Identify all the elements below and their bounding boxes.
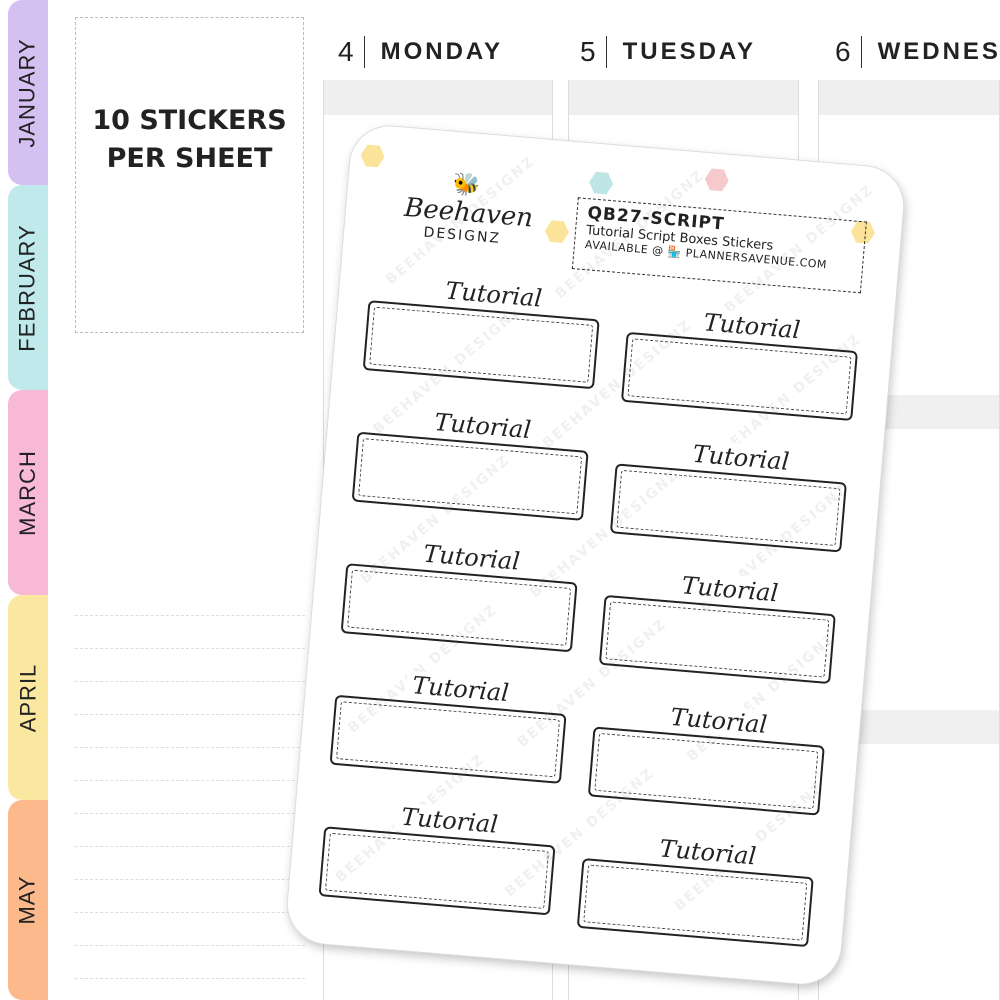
promo-line-1: 10 STICKERS <box>92 105 287 136</box>
planner-line <box>75 912 305 913</box>
planner-line <box>75 813 305 814</box>
planner-line <box>75 615 305 616</box>
tutorial-sticker: Tutorial <box>576 833 814 948</box>
planner-line <box>75 879 305 880</box>
planner-line <box>75 945 305 946</box>
tutorial-sticker: Tutorial <box>598 570 836 685</box>
tab-april[interactable]: APRIL <box>8 595 48 800</box>
planner-line <box>75 846 305 847</box>
day-header-monday: 4 MONDAY <box>338 36 504 68</box>
tutorial-sticker: Tutorial <box>609 439 847 553</box>
planner-line <box>75 681 305 682</box>
planner-line <box>75 714 305 715</box>
planner-line <box>75 978 305 979</box>
day-header-wednesday: 6 WEDNES <box>835 36 1000 68</box>
planner-line <box>75 780 305 781</box>
tab-may[interactable]: MAY <box>8 800 48 1000</box>
tab-february[interactable]: FEBRUARY <box>8 185 48 390</box>
promo-line-2: PER SHEET <box>106 143 273 174</box>
tutorial-sticker: Tutorial <box>329 670 567 784</box>
tutorial-sticker: Tutorial <box>362 276 600 390</box>
day-header-tuesday: 5 TUESDAY <box>580 36 757 68</box>
tab-january[interactable]: JANUARY <box>8 0 48 185</box>
sticker-sheet: BEEHAVEN DESIGNZ BEEHAVEN DESIGNZ BEEHAVEN… <box>284 123 907 987</box>
product-info-label: QB27-SCRIPT Tutorial Script Boxes Sticke… <box>571 197 867 294</box>
planner-line <box>75 747 305 748</box>
tutorial-sticker: Tutorial <box>620 307 858 422</box>
tab-march[interactable]: MARCH <box>8 390 48 595</box>
day-column-wednesday <box>818 80 1000 1000</box>
planner-line <box>75 648 305 649</box>
stickers-per-sheet-box: 10 STICKERS PER SHEET <box>75 17 304 333</box>
beehaven-logo: 🐝 Beehaven DESIGNZ <box>402 168 534 249</box>
tutorial-sticker: Tutorial <box>318 802 556 916</box>
